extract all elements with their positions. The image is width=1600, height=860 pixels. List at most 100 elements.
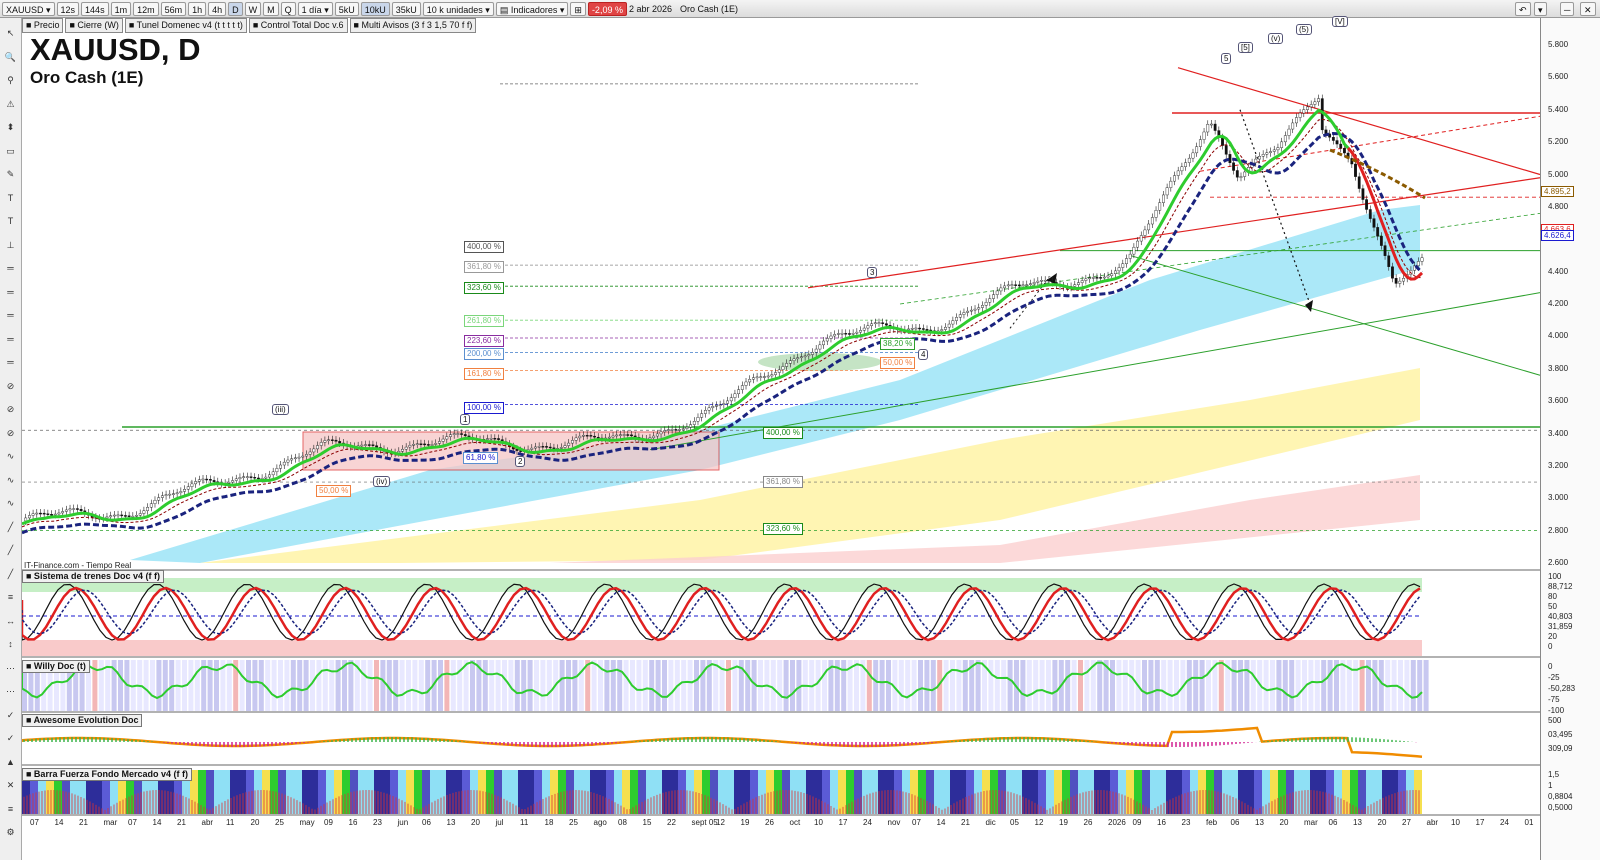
legend-tab-2[interactable]: ■ Tunel Domenec v4 (t t t t t): [124, 18, 247, 33]
force-bar: [430, 770, 438, 814]
tool-icon-20[interactable]: ∿: [6, 498, 15, 508]
symbol-selector[interactable]: XAUUSD ▾: [2, 1, 55, 16]
willy-bar: [1122, 660, 1128, 711]
candle-body: [759, 376, 763, 378]
tool-icon-11[interactable]: ═: [7, 286, 14, 297]
tool-icon-2[interactable]: ⚲: [7, 75, 14, 85]
tool-icon-32[interactable]: ✕: [6, 780, 15, 790]
tool-icon-25[interactable]: ↔: [6, 615, 15, 626]
green-trendline-down: [1129, 254, 1541, 376]
panel-title-2[interactable]: ■ Awesome Evolution Doc: [22, 714, 143, 727]
tool-icon-14[interactable]: ═: [7, 357, 14, 367]
timeframe-button-D[interactable]: D: [228, 1, 243, 16]
willy-bar: [418, 660, 424, 711]
wave-label-2: 1: [460, 414, 471, 425]
panel-title-3[interactable]: ■ Barra Fuerza Fondo Mercado v4 (f f): [22, 768, 192, 781]
tool-icon-34[interactable]: ⚙: [6, 827, 15, 837]
tool-icon-3[interactable]: ⚠: [6, 98, 15, 109]
tool-icon-16[interactable]: ⊘: [6, 404, 15, 414]
tool-icon-22[interactable]: ╱: [7, 545, 14, 555]
grid-icon[interactable]: ⊞: [570, 1, 586, 16]
candle-body: [607, 436, 611, 439]
timeframe-button-56m[interactable]: 56m: [160, 1, 187, 16]
force-bar: [1326, 770, 1334, 814]
tool-icon-13[interactable]: ═: [7, 333, 14, 344]
x-tick-25: 15: [642, 818, 652, 827]
undo-icon[interactable]: ↶: [1515, 1, 1531, 16]
tool-icon-12[interactable]: ═: [7, 310, 14, 320]
willy-bar: [34, 660, 40, 711]
timeframe-button-M[interactable]: M: [263, 1, 279, 16]
tool-icon-21[interactable]: ╱: [7, 521, 14, 532]
tool-icon-0[interactable]: ↖: [6, 28, 15, 38]
force-bar: [182, 770, 190, 814]
tool-icon-23[interactable]: ╱: [7, 568, 14, 579]
minimize-icon[interactable]: ─: [1560, 1, 1575, 16]
timeframe-button-12m[interactable]: 12m: [133, 1, 159, 16]
fib-label-lower-1: 361,80 %: [763, 476, 803, 488]
candle-body: [408, 445, 412, 448]
tool-icon-28[interactable]: ⋯: [6, 686, 15, 696]
force-bar: [494, 770, 502, 814]
tool-icon-29[interactable]: ✓: [6, 709, 15, 720]
x-tick-30: 26: [765, 818, 774, 827]
timeframe-button-1m[interactable]: 1m: [110, 1, 132, 16]
tool-icon-24[interactable]: ≡: [7, 592, 14, 602]
tool-icon-19[interactable]: ∿: [6, 474, 15, 485]
volume-button-35kU[interactable]: 35kU: [391, 1, 421, 16]
tool-icon-8[interactable]: T: [7, 216, 14, 226]
price-tick-11: 3.600: [1548, 396, 1569, 406]
tool-icon-4[interactable]: ⬍: [6, 122, 15, 132]
tool-icon-30[interactable]: ✓: [6, 733, 15, 743]
tool-icon-18[interactable]: ∿: [6, 451, 15, 461]
volume-button-5kU[interactable]: 5kU: [334, 1, 359, 16]
tool-icon-15[interactable]: ⊘: [6, 380, 15, 391]
tool-icon-33[interactable]: ≡: [7, 803, 14, 814]
timeframe-button-W[interactable]: W: [244, 1, 262, 16]
units-select[interactable]: 10 k unidades ▾: [422, 1, 494, 16]
tool-icon-26[interactable]: ↕: [8, 639, 13, 649]
close-icon[interactable]: ✕: [1580, 1, 1596, 16]
volume-button-10kU[interactable]: 10kU: [360, 1, 390, 16]
legend-tab-0[interactable]: ■ Precio: [22, 18, 64, 33]
tool-icon-6[interactable]: ✎: [6, 169, 15, 179]
legend-tab-4[interactable]: ■ Multi Avisos (3 f 3 1,5 70 f f): [349, 18, 477, 33]
candle-body: [1376, 227, 1380, 237]
willy-bar: [1378, 660, 1384, 711]
indicators-button[interactable]: ▤ Indicadores ▾: [495, 1, 569, 16]
tool-icon-31[interactable]: ▲: [6, 756, 15, 767]
tool-icon-5[interactable]: ▭: [6, 145, 15, 156]
willy-bar: [226, 660, 232, 711]
candle-body: [449, 434, 452, 437]
tool-icon-9[interactable]: ⊥: [6, 239, 15, 250]
window-menu-icon[interactable]: ▾: [1534, 1, 1547, 16]
force-bar: [1278, 770, 1286, 814]
legend-tab-1[interactable]: ■ Cierre (W): [65, 18, 123, 33]
timeframe-button-12s[interactable]: 12s: [56, 1, 80, 16]
tool-icon-7[interactable]: T: [7, 192, 14, 203]
price-axis[interactable]: [1540, 18, 1600, 860]
timeframe-button-1h[interactable]: 1h: [188, 1, 207, 16]
tool-icon-1[interactable]: 🔍: [4, 51, 17, 62]
timeframe-button-144s[interactable]: 144s: [81, 1, 109, 16]
timeframe-button-4h[interactable]: 4h: [208, 1, 227, 16]
candle-body: [1132, 246, 1136, 255]
tool-icon-27[interactable]: ⋯: [6, 662, 15, 673]
price-tag-a: 4.895,2: [1541, 186, 1574, 198]
legend-tab-3[interactable]: ■ Control Total Doc v.6: [248, 18, 348, 33]
candle-body: [726, 400, 729, 404]
willy-bar: [546, 660, 552, 711]
timeframe-button-Q[interactable]: Q: [280, 1, 296, 16]
tool-icon-10[interactable]: ═: [7, 263, 14, 273]
candle-body: [659, 431, 663, 435]
willy-bar: [1142, 660, 1147, 711]
willy-bar: [1167, 660, 1173, 711]
candle-body: [969, 309, 973, 312]
period-select[interactable]: 1 día ▾: [297, 1, 333, 16]
willy-bar: [495, 660, 501, 711]
panel-title-1[interactable]: ■ Willy Doc (t): [22, 660, 90, 673]
panel-title-0[interactable]: ■ Sistema de trenes Doc v4 (f f): [22, 570, 164, 583]
tool-icon-17[interactable]: ⊘: [6, 427, 15, 438]
willy-bar: [207, 660, 213, 711]
